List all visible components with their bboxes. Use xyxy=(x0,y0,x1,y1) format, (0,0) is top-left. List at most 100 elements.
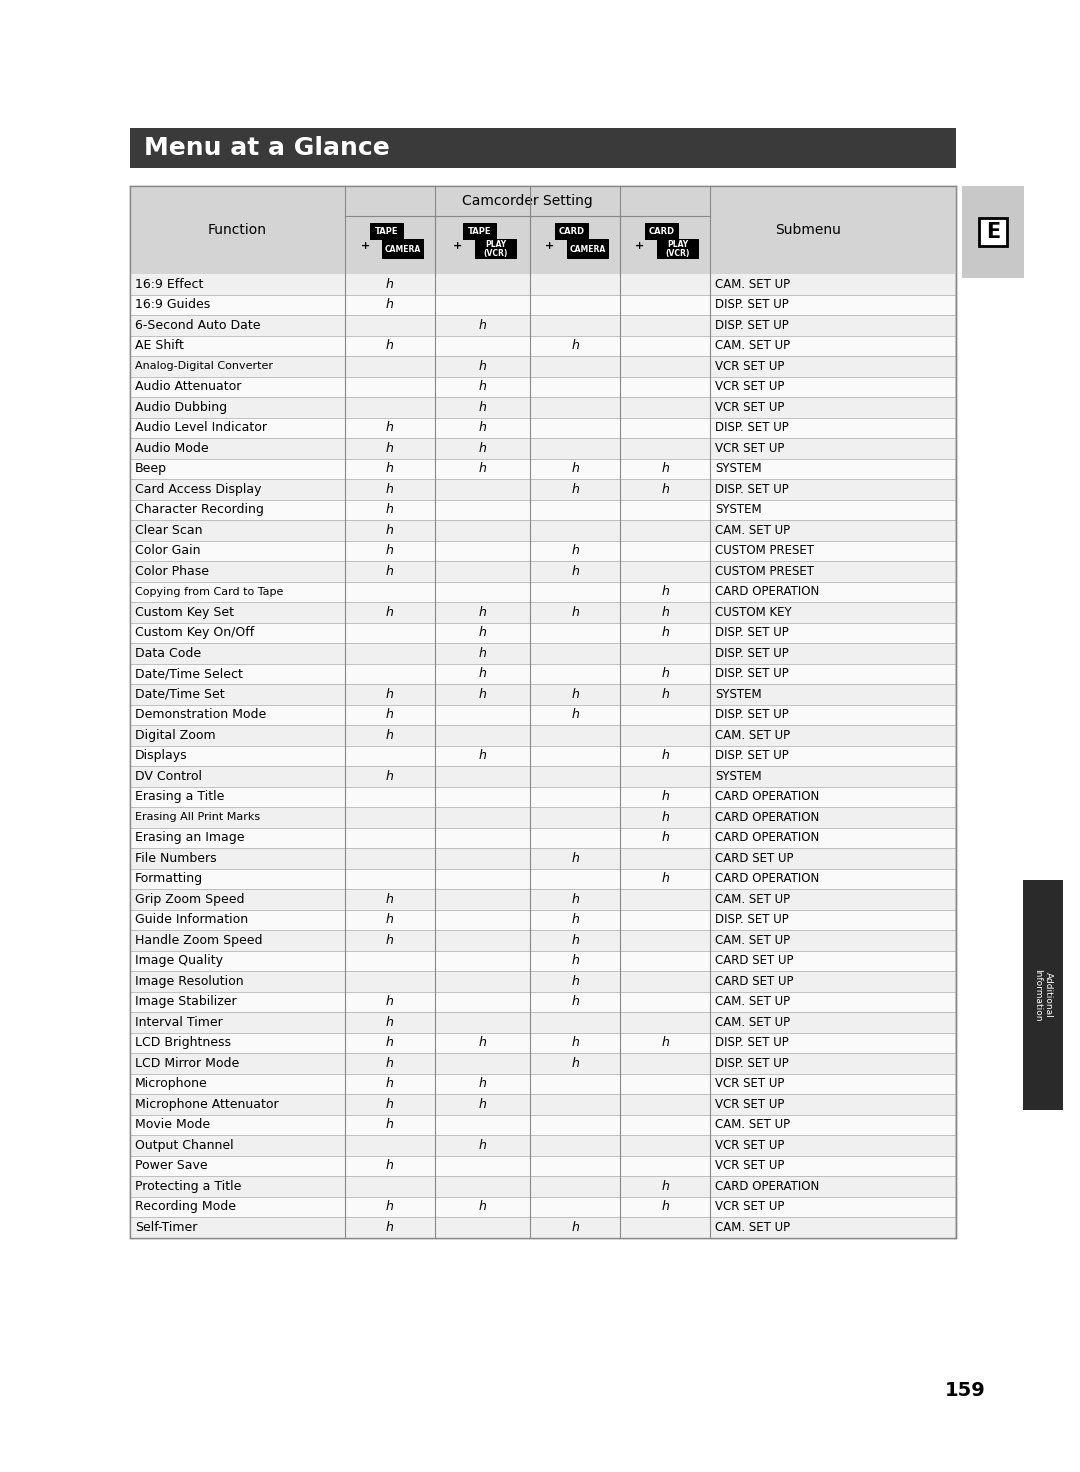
Text: h: h xyxy=(661,1179,669,1192)
Text: CARD OPERATION: CARD OPERATION xyxy=(715,873,820,885)
Text: h: h xyxy=(478,421,486,434)
Text: h: h xyxy=(571,687,579,701)
Text: CAM. SET UP: CAM. SET UP xyxy=(715,729,791,742)
Text: h: h xyxy=(571,974,579,988)
Bar xyxy=(131,1073,955,1094)
Text: h: h xyxy=(386,606,394,618)
Text: Erasing an Image: Erasing an Image xyxy=(135,832,244,845)
Bar xyxy=(131,1176,955,1197)
Bar xyxy=(131,664,955,684)
Text: CAM. SET UP: CAM. SET UP xyxy=(715,278,791,291)
Text: Handle Zoom Speed: Handle Zoom Speed xyxy=(135,933,262,946)
Bar xyxy=(131,765,955,786)
Bar xyxy=(131,397,955,418)
Text: h: h xyxy=(661,811,669,824)
Text: h: h xyxy=(661,749,669,762)
Text: Displays: Displays xyxy=(135,749,188,762)
Bar xyxy=(131,336,955,356)
Text: h: h xyxy=(661,1200,669,1213)
Text: h: h xyxy=(386,892,394,905)
Bar xyxy=(131,827,955,848)
Text: Copying from Card to Tape: Copying from Card to Tape xyxy=(135,587,283,596)
Bar xyxy=(131,910,955,930)
Text: h: h xyxy=(478,400,486,414)
Text: File Numbers: File Numbers xyxy=(135,852,217,864)
Text: PLAY
(VCR): PLAY (VCR) xyxy=(484,240,508,259)
Text: h: h xyxy=(386,1078,394,1091)
Text: h: h xyxy=(386,421,394,434)
Bar xyxy=(130,128,956,168)
Bar xyxy=(131,561,955,581)
Text: DISP. SET UP: DISP. SET UP xyxy=(715,708,788,721)
Text: SYSTEM: SYSTEM xyxy=(715,770,761,783)
Text: h: h xyxy=(386,1200,394,1213)
Bar xyxy=(131,1052,955,1073)
Text: Data Code: Data Code xyxy=(135,646,201,659)
Text: h: h xyxy=(386,770,394,783)
Text: Custom Key On/Off: Custom Key On/Off xyxy=(135,626,254,639)
Text: h: h xyxy=(571,708,579,721)
Text: +: + xyxy=(361,241,369,252)
Bar xyxy=(130,185,956,274)
Text: CAM. SET UP: CAM. SET UP xyxy=(715,1220,791,1234)
Text: DISP. SET UP: DISP. SET UP xyxy=(715,913,788,926)
Text: Formatting: Formatting xyxy=(135,873,203,885)
Text: SYSTEM: SYSTEM xyxy=(715,687,761,701)
Text: Function: Function xyxy=(208,222,267,237)
Bar xyxy=(131,1217,955,1238)
Text: VCR SET UP: VCR SET UP xyxy=(715,1078,784,1091)
Text: E: E xyxy=(986,222,1000,241)
Text: CAMERA: CAMERA xyxy=(384,244,421,253)
Bar xyxy=(131,807,955,827)
Text: Digital Zoom: Digital Zoom xyxy=(135,729,216,742)
Text: Self-Timer: Self-Timer xyxy=(135,1220,198,1234)
Text: h: h xyxy=(386,1119,394,1132)
Bar xyxy=(130,185,956,1238)
Bar xyxy=(131,745,955,765)
Text: h: h xyxy=(386,913,394,926)
Bar xyxy=(131,315,955,336)
Text: Microphone Attenuator: Microphone Attenuator xyxy=(135,1098,279,1111)
Bar xyxy=(131,1032,955,1052)
Text: CAM. SET UP: CAM. SET UP xyxy=(715,933,791,946)
Bar xyxy=(555,222,589,240)
Text: +: + xyxy=(453,241,462,252)
Text: CUSTOM KEY: CUSTOM KEY xyxy=(715,606,792,618)
Text: VCR SET UP: VCR SET UP xyxy=(715,359,784,372)
Text: DISP. SET UP: DISP. SET UP xyxy=(715,646,788,659)
Text: Date/Time Set: Date/Time Set xyxy=(135,687,225,701)
Text: h: h xyxy=(661,462,669,475)
Text: Camcorder Setting: Camcorder Setting xyxy=(462,194,593,208)
Bar xyxy=(131,623,955,643)
Text: Power Save: Power Save xyxy=(135,1160,207,1172)
Text: h: h xyxy=(386,278,394,291)
Text: CAMERA: CAMERA xyxy=(570,244,606,253)
Text: h: h xyxy=(386,1220,394,1234)
Text: Grip Zoom Speed: Grip Zoom Speed xyxy=(135,892,244,905)
Text: h: h xyxy=(661,606,669,618)
Text: h: h xyxy=(661,483,669,496)
Text: TAPE: TAPE xyxy=(468,227,491,236)
Text: Image Resolution: Image Resolution xyxy=(135,974,244,988)
Text: h: h xyxy=(661,687,669,701)
Text: h: h xyxy=(571,483,579,496)
Text: +: + xyxy=(635,241,645,252)
Bar xyxy=(474,238,516,259)
Text: DISP. SET UP: DISP. SET UP xyxy=(715,299,788,311)
Text: h: h xyxy=(386,339,394,352)
Text: h: h xyxy=(386,687,394,701)
Text: h: h xyxy=(661,790,669,804)
Bar xyxy=(131,848,955,868)
Text: h: h xyxy=(478,646,486,659)
Text: h: h xyxy=(386,442,394,455)
Text: h: h xyxy=(661,626,669,639)
Text: Erasing a Title: Erasing a Title xyxy=(135,790,225,804)
Text: h: h xyxy=(386,503,394,517)
Text: VCR SET UP: VCR SET UP xyxy=(715,380,784,393)
Text: VCR SET UP: VCR SET UP xyxy=(715,1139,784,1151)
Text: DISP. SET UP: DISP. SET UP xyxy=(715,667,788,680)
Text: h: h xyxy=(571,913,579,926)
Text: h: h xyxy=(478,1036,486,1050)
Text: h: h xyxy=(571,954,579,967)
Text: CARD SET UP: CARD SET UP xyxy=(715,852,794,864)
